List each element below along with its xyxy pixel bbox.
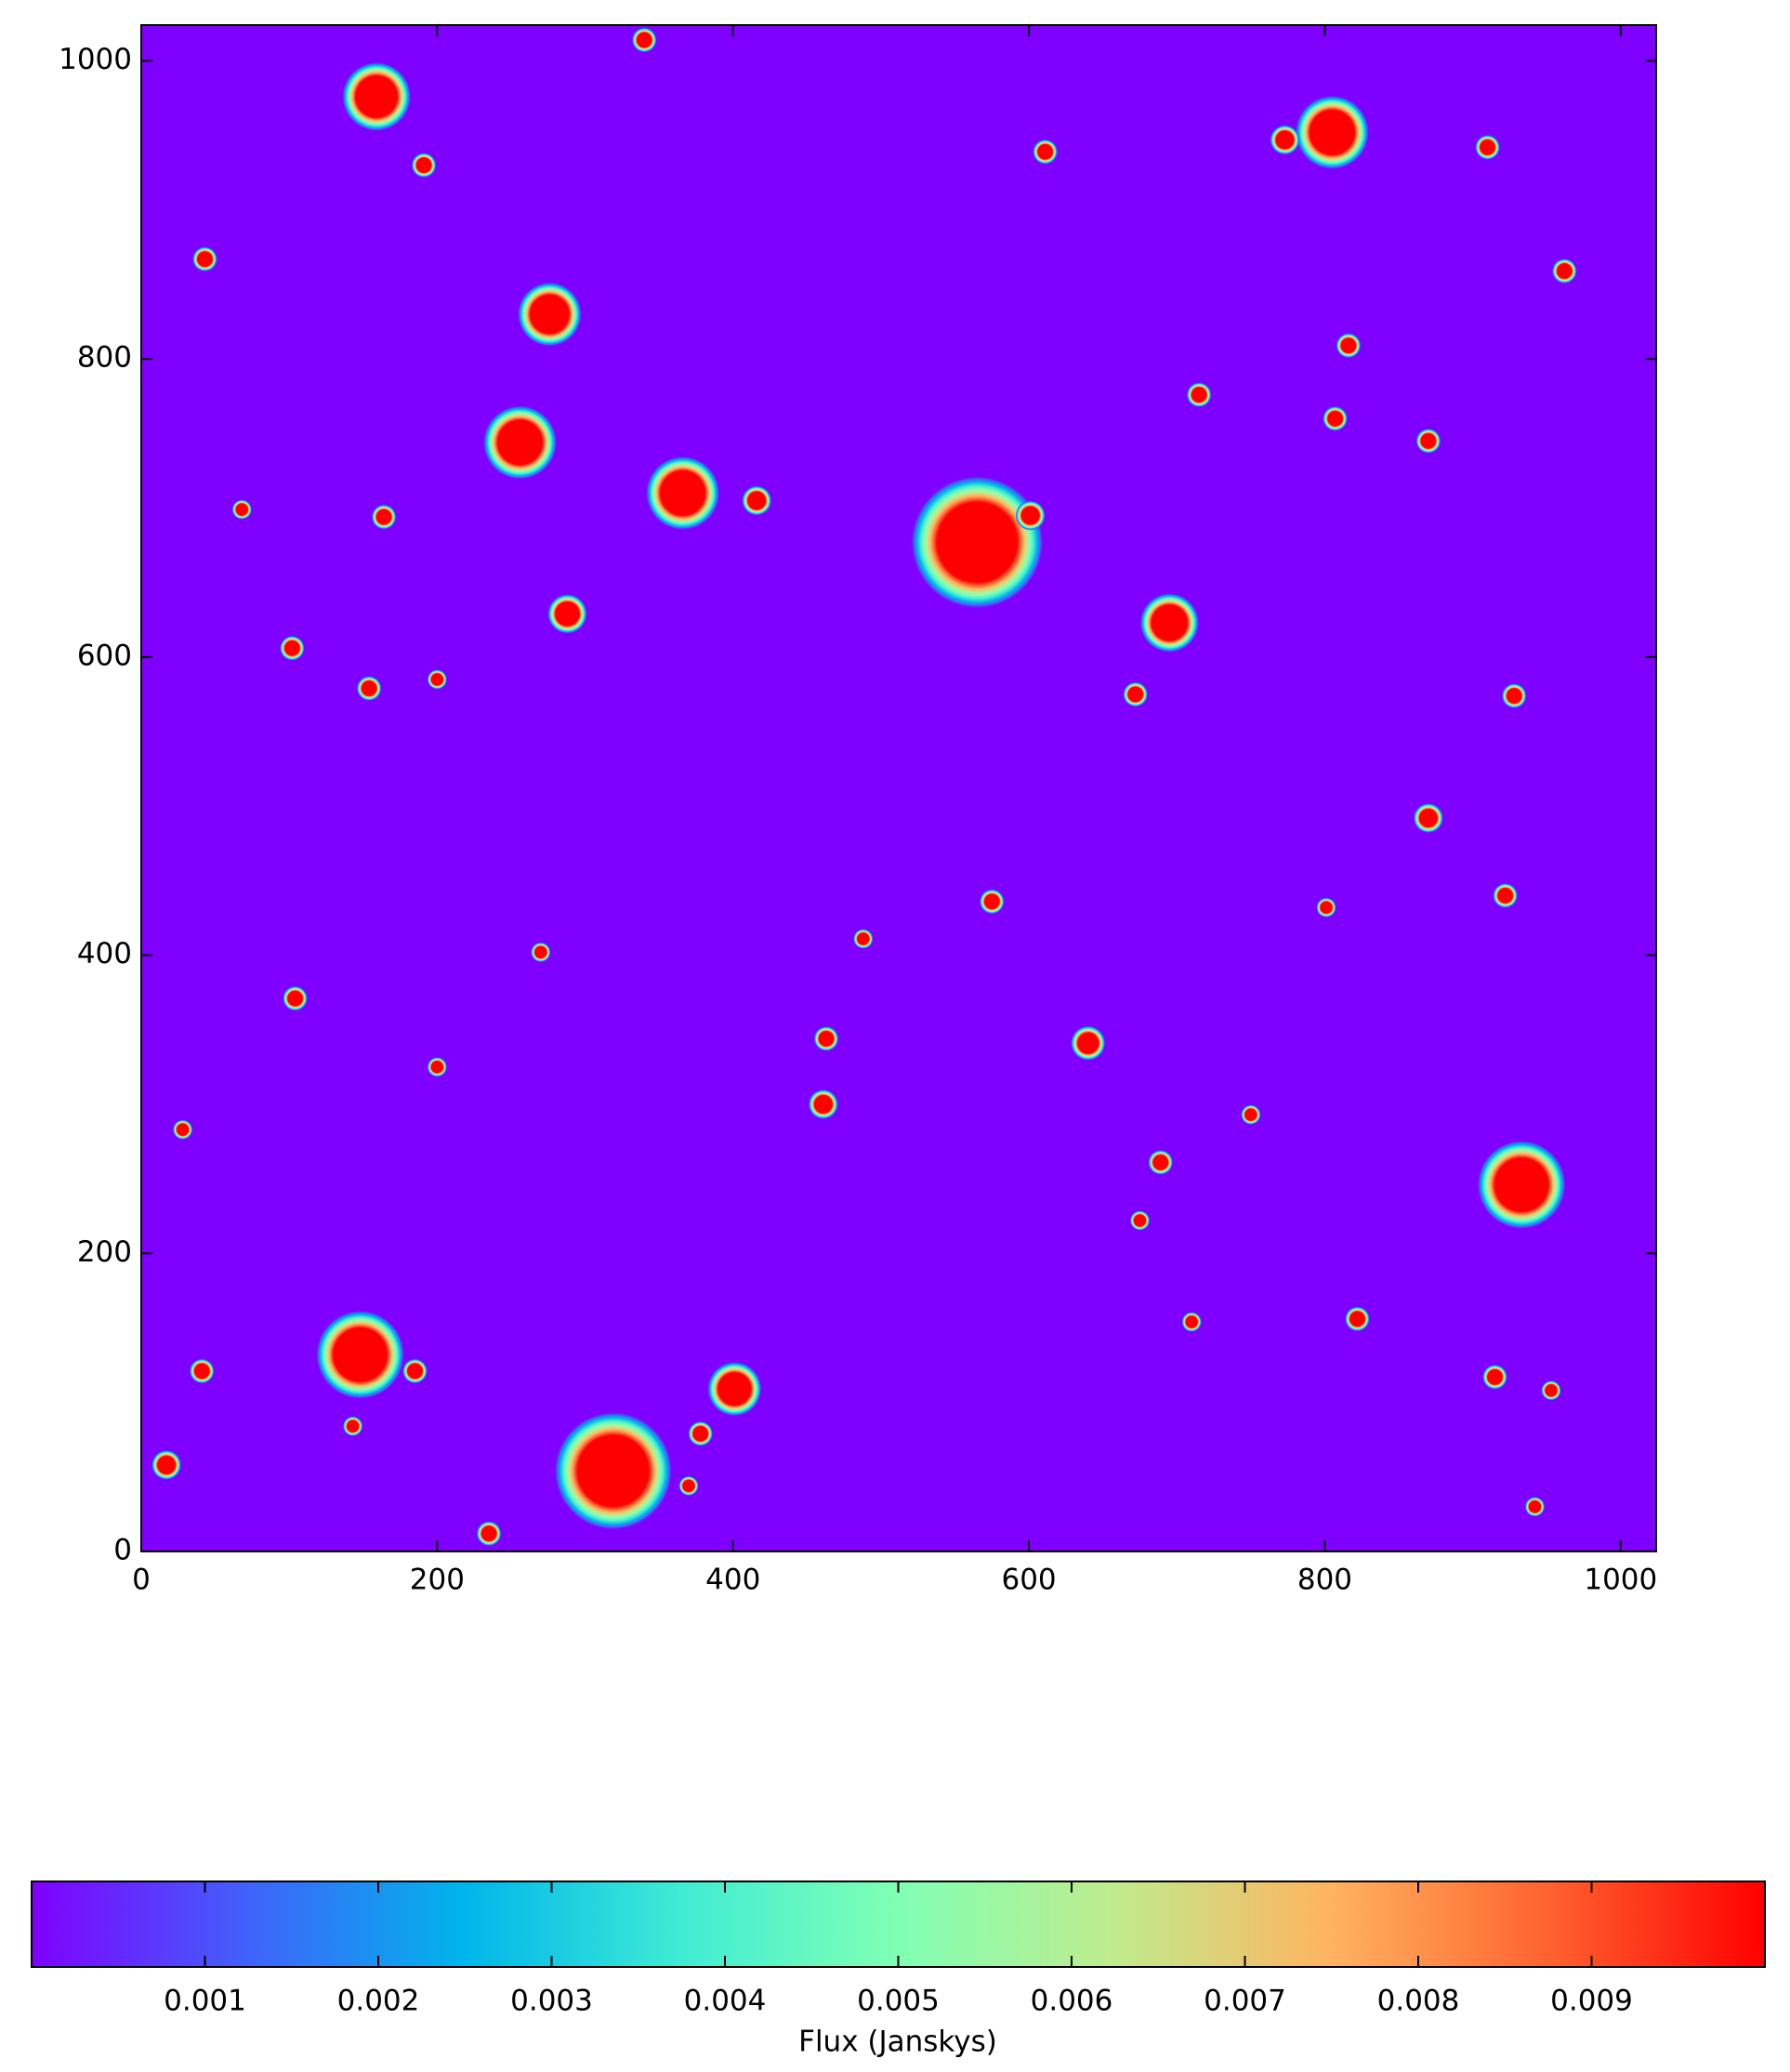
source [476,1521,502,1547]
x-tick-label: 400 [705,1564,760,1597]
source [1015,500,1046,531]
colorbar-tick-label: 0.003 [510,1985,593,2018]
y-tick-label: 400 [77,937,132,970]
x-tick-label: 800 [1297,1564,1352,1597]
colorbar-tick-label: 0.005 [857,1985,940,2018]
y-tick-label: 1000 [59,43,132,76]
source [688,1421,713,1446]
source [1501,683,1527,708]
source [554,1411,673,1531]
source [1413,803,1443,833]
source [411,152,437,178]
source [1129,1210,1151,1231]
y-tick-label: 200 [77,1235,132,1269]
x-tick-label: 200 [410,1564,465,1597]
source [1270,125,1300,155]
x-tick-label: 1000 [1584,1564,1657,1597]
source [1148,1150,1174,1175]
x-tick-label: 600 [1001,1564,1056,1597]
source [315,1310,405,1400]
source [1323,406,1348,431]
colorbar-tick-label: 0.007 [1204,1985,1286,2018]
source [631,27,657,53]
source [341,61,412,132]
image-sources [151,27,1577,1547]
source [482,405,558,480]
source [742,485,772,516]
source [910,475,1044,610]
colorbar-tick-label: 0.004 [684,1985,767,2018]
source [980,889,1005,915]
source [192,246,217,272]
source [645,455,720,531]
source [427,669,447,690]
source [1186,382,1212,407]
source [283,985,308,1011]
source [1241,1104,1261,1125]
source [1415,429,1441,454]
source [151,1450,181,1480]
source [1541,1380,1561,1401]
source [853,929,874,949]
plot-frame [140,24,1657,1552]
source [1336,333,1362,359]
source [1524,1497,1546,1517]
source [1295,95,1370,170]
source [547,594,587,634]
source [1552,258,1577,284]
source [1477,1140,1566,1230]
colorbar-label: Flux (Janskys) [798,2026,997,2059]
source [231,499,252,520]
source [813,1026,839,1051]
source [707,1362,762,1417]
source [172,1119,193,1140]
source [1345,1306,1370,1332]
source [517,282,582,347]
source [531,942,551,962]
colorbar-tick-label: 0.009 [1550,1985,1633,2018]
colorbar-tick-label: 0.006 [1031,1985,1113,2018]
source [1475,135,1500,160]
source [678,1475,699,1497]
y-tick-label: 800 [77,341,132,375]
source [808,1089,838,1119]
colorbar-tick-label: 0.001 [164,1985,246,2018]
source [1123,681,1148,707]
source [1316,897,1336,917]
colorbar [31,1881,1766,1968]
source [1482,1365,1507,1390]
x-tick-label: 0 [132,1564,151,1597]
image-background [141,25,1656,1551]
colorbar-tick-label: 0.008 [1377,1985,1460,2018]
y-tick-label: 0 [113,1534,132,1567]
source [371,504,397,530]
source [1033,139,1058,165]
source [356,676,382,701]
source [427,1057,447,1077]
source [1181,1312,1202,1332]
y-tick-label: 600 [77,639,132,672]
source [343,1416,363,1436]
source [189,1358,215,1384]
source [1493,883,1518,908]
source [402,1358,428,1384]
colorbar-tick-label: 0.002 [337,1985,420,2018]
source [280,636,305,661]
source [1139,593,1200,653]
source [1071,1025,1106,1061]
